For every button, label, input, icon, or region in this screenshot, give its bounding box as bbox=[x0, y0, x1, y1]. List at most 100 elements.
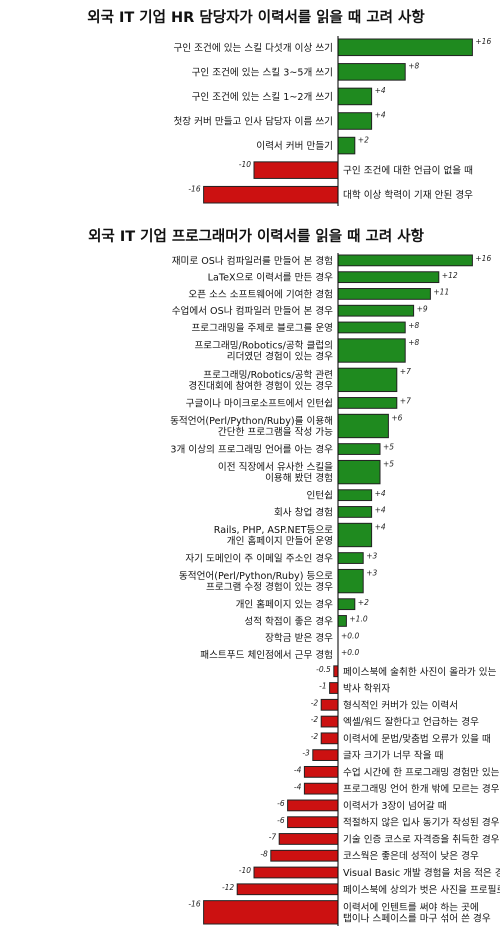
category-label: 개인 홈페이지 있는 경우 bbox=[236, 599, 334, 611]
category-label: 오픈 소스 소프트웨어에 기여한 경험 bbox=[188, 288, 333, 300]
positive-bar bbox=[337, 288, 431, 300]
negative-bar bbox=[312, 749, 339, 761]
category-label-line: 형식적인 커버가 있는 이력서 bbox=[343, 699, 458, 711]
value-label: -2 bbox=[311, 732, 319, 741]
positive-bar bbox=[337, 63, 406, 81]
category-label-line: 회사 창업 경험 bbox=[274, 506, 333, 518]
category-label-line: 간단한 프로그램을 작성 가능 bbox=[218, 426, 333, 438]
positive-bar bbox=[337, 552, 364, 564]
negative-bar bbox=[329, 682, 339, 694]
negative-bar bbox=[287, 799, 339, 812]
category-label: 이력서에 인텐트를 써야 하는 곳에 탭이나 스페이스를 마구 섞어 쓴 경우 bbox=[343, 901, 491, 924]
category-label: 기술 인증 코스로 자격증을 취득한 경우 bbox=[343, 833, 500, 845]
category-label-line: 동적언어(Perl/Python/Ruby)를 이용해 bbox=[170, 415, 333, 427]
chart-title: 외국 IT 기업 HR 담당자가 이력서를 읽을 때 고려 사항 bbox=[87, 8, 425, 26]
category-label: 프로그래밍 언어 한개 밖에 모르는 경우 bbox=[343, 783, 500, 795]
value-label: +6 bbox=[391, 413, 402, 422]
chart-title: 외국 IT 기업 프로그래머가 이력서를 읽을 때 고려 사항 bbox=[88, 227, 424, 245]
value-label: +16 bbox=[475, 37, 491, 46]
value-label: +7 bbox=[400, 367, 411, 376]
value-label: +3 bbox=[366, 552, 377, 561]
value-label: -2 bbox=[311, 698, 319, 707]
positive-bar bbox=[337, 136, 356, 155]
positive-bar bbox=[337, 254, 473, 267]
value-label: +0.0 bbox=[341, 648, 359, 657]
category-label: 이력서 커버 만들기 bbox=[256, 140, 333, 152]
category-label-line: 구인 조건에 있는 스킬 3~5개 쓰기 bbox=[192, 66, 333, 78]
value-label: +4 bbox=[375, 522, 386, 531]
category-label: 성적 학점이 좋은 경우 bbox=[244, 615, 333, 627]
category-label: 적절하지 않은 입사 동기가 작성된 경우 bbox=[343, 817, 500, 829]
category-label: 코스웍은 좋은데 성적이 낮은 경우 bbox=[343, 850, 479, 862]
value-label: +8 bbox=[408, 321, 419, 330]
positive-bar bbox=[337, 615, 347, 627]
negative-bar bbox=[253, 866, 339, 879]
category-label-line: 이력서 커버 만들기 bbox=[256, 140, 333, 152]
positive-bar bbox=[337, 87, 373, 106]
category-label: 3개 이상의 프로그래밍 언어를 아는 경우 bbox=[170, 444, 333, 456]
category-label: 재미로 OS나 컴파일러를 만들어 본 경험 bbox=[172, 255, 333, 267]
category-label-line: 3개 이상의 프로그래밍 언어를 아는 경우 bbox=[170, 444, 333, 456]
positive-bar bbox=[337, 489, 373, 502]
negative-bar bbox=[270, 849, 339, 862]
value-label: +12 bbox=[442, 271, 458, 280]
negative-bar bbox=[320, 732, 339, 745]
negative-bar bbox=[303, 782, 339, 795]
value-label: +8 bbox=[408, 338, 419, 347]
category-label-line: 프로그래밍/Robotics/공학 클럽의 bbox=[194, 341, 333, 352]
category-label-line: 이력서에 문법/맞춤법 오류가 있을 때 bbox=[343, 733, 491, 745]
category-label-line: 프로그래밍/Robotics/공학 관련 bbox=[203, 370, 333, 381]
positive-bar bbox=[337, 338, 406, 363]
value-label: -4 bbox=[294, 765, 302, 774]
category-label-line: 동적언어(Perl/Python/Ruby) 등으로 bbox=[179, 570, 333, 582]
value-label: -0.5 bbox=[316, 665, 331, 674]
category-label: 프로그래밍/Robotics/공학 관련 경진대회에 참여한 경험이 있는 경우 bbox=[188, 370, 333, 392]
category-label: 대학 이상 학력이 기재 안된 경우 bbox=[343, 189, 473, 201]
category-label-line: LaTeX으로 이력서를 만든 경우 bbox=[208, 272, 334, 284]
value-label: +11 bbox=[433, 288, 449, 297]
positive-bar bbox=[337, 271, 440, 284]
category-label: 이력서가 3장이 넘어갈 때 bbox=[343, 800, 447, 812]
negative-bar bbox=[253, 161, 339, 179]
category-label: 구인 조건에 있는 스킬 1~2개 쓰기 bbox=[192, 91, 333, 103]
category-label-line: 수업에서 OS나 컴파일러 만들어 본 경우 bbox=[172, 305, 333, 317]
category-label-line: 코스웍은 좋은데 성적이 낮은 경우 bbox=[343, 850, 479, 862]
category-label: 수업 시간에 한 프로그래밍 경험만 있는 경우 bbox=[343, 766, 500, 778]
positive-bar bbox=[337, 459, 381, 485]
value-label: +4 bbox=[375, 111, 386, 120]
value-label: -4 bbox=[294, 782, 302, 791]
category-label: 구인 조건에 있는 스킬 3~5개 쓰기 bbox=[192, 66, 333, 78]
value-label: -16 bbox=[188, 184, 200, 193]
category-label-line: Visual Basic 개발 경험을 처음 적은 경우 bbox=[343, 867, 500, 879]
negative-bar bbox=[303, 765, 339, 778]
category-label-line: 경진대회에 참여한 경험이 있는 경우 bbox=[188, 380, 333, 392]
category-label: Visual Basic 개발 경험을 처음 적은 경우 bbox=[343, 867, 500, 879]
negative-bar bbox=[287, 816, 339, 829]
positive-bar bbox=[337, 304, 415, 317]
category-label-line: 오픈 소스 소프트웨어에 기여한 경험 bbox=[188, 288, 333, 300]
negative-bar bbox=[236, 883, 339, 896]
category-label-line: 인턴쉽 bbox=[307, 491, 333, 502]
category-label: 프로그래밍/Robotics/공학 클럽의 리더였던 경험이 있는 경우 bbox=[194, 341, 333, 363]
positive-bar bbox=[337, 598, 356, 611]
category-label-line: Rails, PHP, ASP.NET등으로 bbox=[214, 525, 333, 536]
category-label-line: 이력서에 인텐트를 써야 하는 곳에 bbox=[343, 901, 479, 913]
negative-bar bbox=[320, 698, 339, 711]
category-label: 글자 크기가 너무 작을 때 bbox=[343, 751, 443, 762]
value-label: -10 bbox=[239, 160, 251, 169]
positive-bar bbox=[337, 568, 364, 594]
category-label: 회사 창업 경험 bbox=[274, 506, 333, 518]
category-label-line: 재미로 OS나 컴파일러를 만들어 본 경험 bbox=[172, 255, 333, 267]
value-label: -7 bbox=[269, 833, 277, 842]
category-label-line: 구글이나 마이크로소프트에서 인턴쉽 bbox=[186, 398, 333, 409]
value-label: -2 bbox=[311, 715, 319, 724]
category-label-line: 프로그래밍 언어 한개 밖에 모르는 경우 bbox=[343, 783, 500, 795]
category-label-line: 이전 직장에서 유사한 스킬을 bbox=[218, 462, 333, 473]
category-label-line: 프로그래밍을 주제로 블로그를 운영 bbox=[191, 323, 333, 334]
value-label: -6 bbox=[277, 799, 285, 808]
category-label: 동적언어(Perl/Python/Ruby)를 이용해 간단한 프로그램을 작성 … bbox=[170, 415, 333, 438]
category-label-line: 기술 인증 코스로 자격증을 취득한 경우 bbox=[343, 833, 500, 845]
category-label-line: 장학금 받은 경우 bbox=[265, 632, 333, 644]
